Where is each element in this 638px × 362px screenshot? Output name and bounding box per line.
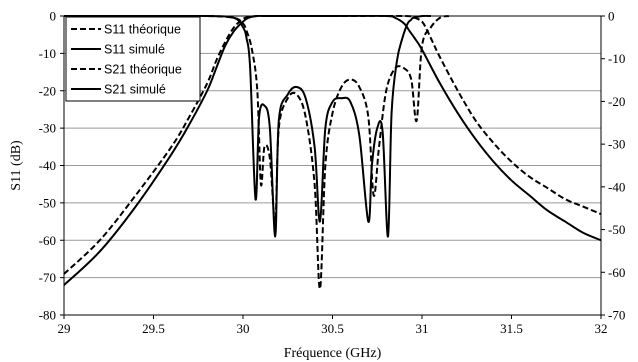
legend: S11 théorique S11 simulé S21 théorique S21 … bbox=[65, 16, 201, 102]
x-tick-label: 29 bbox=[58, 321, 71, 336]
x-tick-label: 32 bbox=[595, 321, 608, 336]
y2-tick-label: -70 bbox=[608, 308, 625, 323]
y2-tick-label: 0 bbox=[608, 9, 615, 24]
y2-tick-label: -50 bbox=[608, 222, 625, 237]
y-axis-title: S11 (dB) bbox=[9, 140, 24, 191]
legend-item: S11 théorique bbox=[71, 23, 181, 37]
legend-label: S11 simulé bbox=[104, 43, 165, 57]
plot-area bbox=[64, 15, 601, 290]
legend-label: S21 théorique bbox=[104, 63, 182, 77]
y2-tick-label: -60 bbox=[608, 265, 625, 280]
y-tick-label: -30 bbox=[39, 121, 56, 136]
legend-item: S21 théorique bbox=[71, 63, 182, 77]
x-tick-label: 31.5 bbox=[500, 321, 523, 336]
legend-label: S11 théorique bbox=[104, 23, 181, 37]
x-tick-label: 30 bbox=[237, 321, 250, 336]
y2-tick-label: -20 bbox=[608, 94, 625, 109]
x-tick-label: 31 bbox=[416, 321, 429, 336]
x-axis-title: Fréquence (GHz) bbox=[284, 346, 382, 361]
legend-label: S21 simulé bbox=[104, 83, 166, 97]
y-tick-label: -10 bbox=[39, 46, 56, 61]
y-tick-label: -20 bbox=[39, 83, 56, 98]
y2-tick-label: -10 bbox=[608, 51, 625, 66]
y-tick-label: -70 bbox=[39, 270, 56, 285]
y-tick-label: 0 bbox=[50, 9, 57, 24]
legend-item: S11 simulé bbox=[71, 43, 165, 57]
series-line-4 bbox=[64, 15, 601, 286]
y2-tick-label: -30 bbox=[608, 137, 625, 152]
x-tick-label: 29.5 bbox=[142, 321, 165, 336]
y-tick-label: -60 bbox=[39, 233, 56, 248]
y2-tick-label: -40 bbox=[608, 179, 625, 194]
y-tick-label: -40 bbox=[39, 158, 56, 173]
series-line-3 bbox=[64, 15, 601, 275]
y-tick-label: -80 bbox=[39, 308, 56, 323]
x-tick-label: 30.5 bbox=[321, 321, 344, 336]
series-line-1 bbox=[64, 15, 450, 290]
legend-box bbox=[65, 16, 201, 102]
y-tick-label: -50 bbox=[39, 195, 56, 210]
legend-item: S21 simulé bbox=[71, 83, 166, 97]
series-line-2 bbox=[64, 15, 431, 238]
axis-ticks: 29 29.5 30 30.5 31 31.5 32 0 -10 -20 -30 -40 -50 -60 -… bbox=[39, 9, 626, 337]
